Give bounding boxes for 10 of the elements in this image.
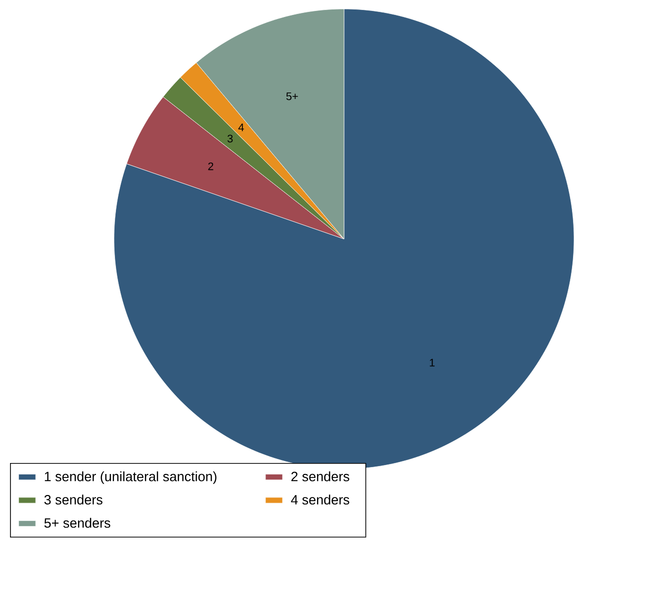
text: 5+: [286, 92, 298, 100]
legend-label: 2 senders: [291, 471, 350, 482]
legend-label: 1 sender (unilateral sanction): [44, 471, 216, 484]
text: 4: [238, 124, 244, 132]
text: 2: [208, 162, 214, 170]
text: 1: [430, 358, 435, 366]
text: 3: [228, 134, 233, 142]
legend-label: 4 senders: [291, 494, 350, 505]
legend-label: 5+ senders: [44, 518, 110, 528]
legend-label: 3 senders: [44, 494, 102, 505]
